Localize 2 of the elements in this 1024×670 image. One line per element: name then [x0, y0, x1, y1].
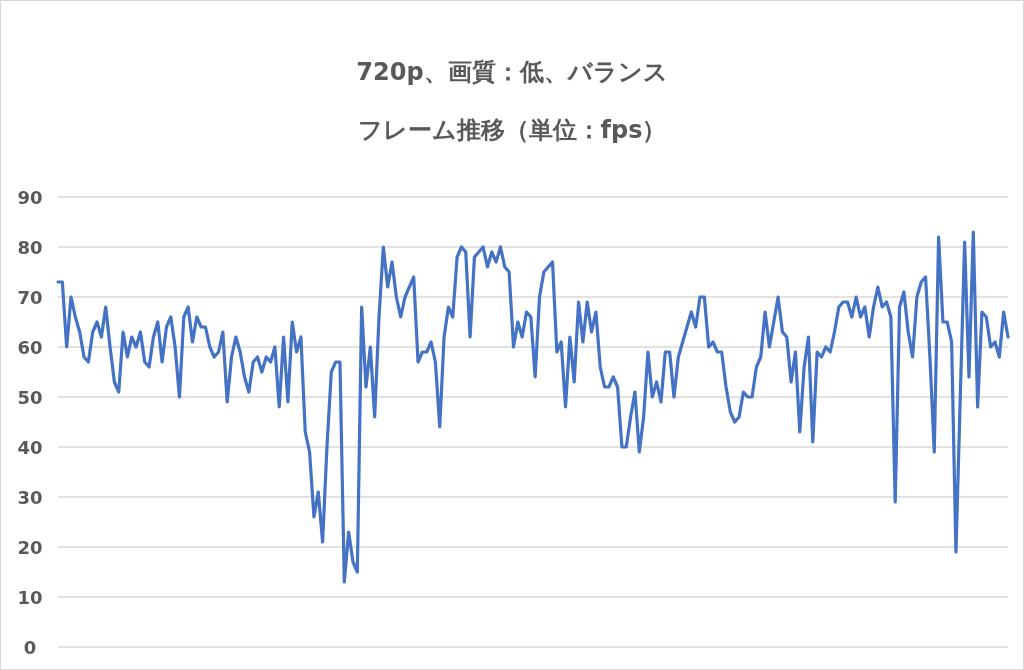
title: 720p、画質：低、バランス — [356, 58, 668, 86]
subtitle: フレーム推移（単位：fps） — [357, 116, 667, 144]
